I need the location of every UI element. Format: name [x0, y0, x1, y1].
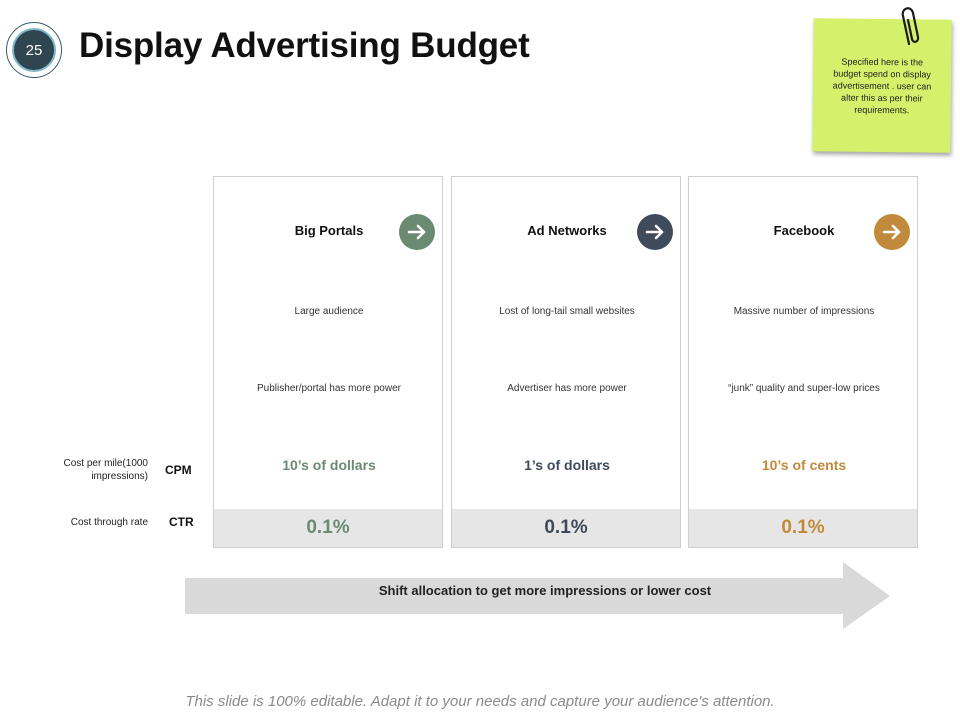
ctr-value: 0.1%: [214, 509, 442, 547]
shift-allocation-arrow: [185, 562, 890, 629]
sticky-note[interactable]: Specified here is the budget spend on di…: [812, 18, 952, 153]
ctr-row-abbr: CTR: [169, 515, 194, 529]
page-title: Display Advertising Budget: [79, 26, 530, 65]
cpm-value: 10’s of dollars: [282, 457, 376, 473]
column-point-1: Massive number of impressions: [733, 306, 875, 317]
column-ad-networks: Ad Networks Lost of long-tail small webs…: [451, 176, 681, 548]
column-title: Facebook: [773, 223, 835, 238]
ctr-row-label: Cost through rate: [70, 517, 148, 528]
sticky-note-text: Specified here is the budget spend on di…: [832, 56, 932, 116]
column-point-1: Lost of long-tail small websites: [499, 306, 635, 317]
paperclip-icon: [901, 7, 920, 46]
slide-number: 25: [12, 28, 56, 72]
cpm-row-label: Cost per mile(1000 impressions): [63, 458, 148, 482]
arrow-right-icon: [874, 214, 910, 250]
column-point-1: Large audience: [294, 306, 364, 317]
column-facebook: Facebook Massive number of impressions “…: [688, 176, 918, 548]
shift-allocation-label: Shift allocation to get more impressions…: [378, 583, 712, 598]
cpm-row-abbr: CPM: [165, 463, 192, 477]
ctr-value: 0.1%: [452, 509, 680, 547]
column-title: Ad Networks: [527, 223, 607, 238]
cpm-value: 1’s of dollars: [524, 457, 610, 473]
ctr-value: 0.1%: [689, 509, 917, 547]
column-big-portals: Big Portals Large audience Publisher/por…: [213, 176, 443, 548]
column-point-2: “junk” quality and super-low prices: [728, 383, 880, 394]
column-point-2: Publisher/portal has more power: [257, 383, 401, 394]
footer-note: This slide is 100% editable. Adapt it to…: [185, 693, 775, 710]
arrow-right-icon: [637, 214, 673, 250]
column-point-2: Advertiser has more power: [507, 383, 627, 394]
cpm-value: 10’s of cents: [761, 457, 847, 473]
slide-number-badge: 25: [6, 22, 62, 78]
column-title: Big Portals: [294, 223, 364, 238]
arrow-right-icon: [399, 214, 435, 250]
